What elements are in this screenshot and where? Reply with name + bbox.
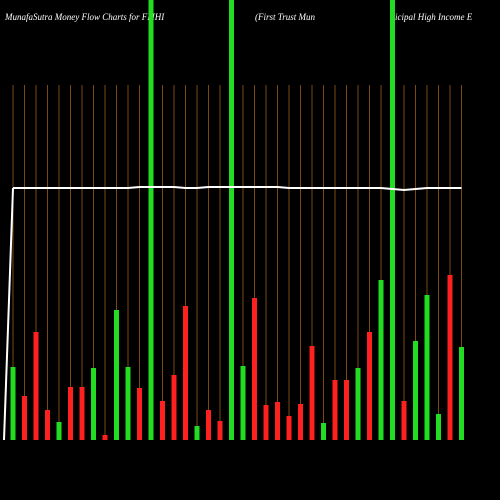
bar (194, 426, 200, 440)
line (13, 186, 462, 192)
bar (447, 275, 453, 440)
bar (240, 366, 246, 440)
bar (45, 410, 50, 440)
bar (137, 388, 142, 440)
bar (91, 368, 96, 440)
bar (401, 401, 407, 440)
bar (206, 410, 211, 440)
chart-title: MunafaSutra Money Flow Charts for FMHI (4, 12, 165, 22)
bar (79, 387, 85, 440)
bar (321, 423, 326, 440)
bar (298, 404, 303, 440)
chart-title: icipal High Income E (395, 12, 473, 22)
bar (263, 405, 269, 440)
bar (217, 421, 223, 440)
bar (125, 367, 131, 440)
bar (367, 332, 372, 440)
bar (344, 380, 349, 440)
bar (252, 298, 257, 440)
bar (148, 0, 154, 440)
bar (171, 375, 177, 440)
bar (10, 367, 16, 440)
bar (390, 0, 395, 440)
bar (378, 280, 384, 440)
bar (413, 341, 418, 440)
bar (183, 306, 188, 440)
bar (275, 402, 280, 440)
bar (56, 422, 62, 440)
bar (309, 346, 315, 440)
bar (436, 414, 441, 440)
bar (33, 332, 39, 440)
bar (332, 380, 338, 440)
bar (424, 295, 430, 440)
chart-title: (First Trust Mun (255, 12, 316, 22)
line-lead (3, 187, 14, 441)
bar (355, 368, 361, 440)
bar (459, 347, 464, 440)
bar (102, 435, 108, 440)
bar (22, 396, 27, 440)
bar (229, 0, 234, 440)
bar (286, 416, 292, 440)
bar (68, 387, 73, 440)
bar (114, 310, 119, 440)
bar (160, 401, 165, 440)
